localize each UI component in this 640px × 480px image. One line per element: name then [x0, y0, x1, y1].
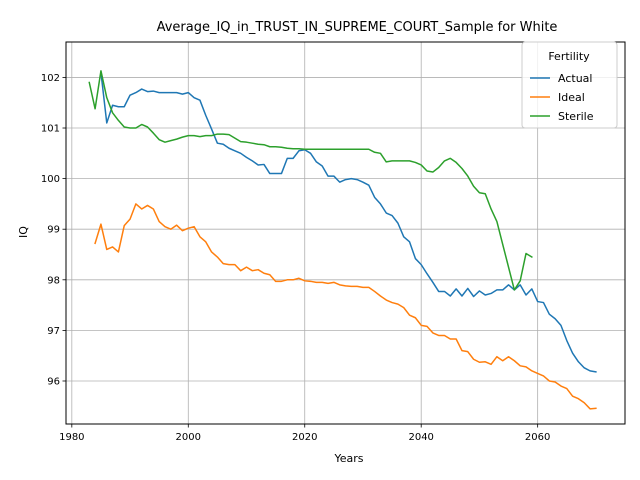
x-axis-label: Years	[333, 452, 363, 465]
x-tick-label: 1980	[59, 432, 84, 443]
x-tick-label: 2040	[408, 432, 433, 443]
y-tick-label: 102	[41, 73, 60, 84]
y-tick-label: 98	[47, 275, 60, 286]
legend-label-ideal: Ideal	[558, 91, 585, 104]
y-tick-label: 100	[41, 174, 60, 185]
series-line-sterile	[88, 70, 533, 291]
legend: Fertility Actual Ideal Sterile	[521, 41, 618, 129]
x-tick-label: 2060	[525, 432, 550, 443]
x-tick-label: 2000	[176, 432, 201, 443]
chart-title: Average_IQ_in_TRUST_IN_SUPREME_COURT_Sam…	[157, 20, 558, 35]
legend-label-sterile: Sterile	[558, 110, 594, 123]
y-tick-label: 96	[47, 376, 60, 387]
y-tick-label: 97	[47, 326, 60, 337]
legend-box	[521, 41, 618, 129]
axis-ticks: 1980 2000 2020 2040 2060 96 97 98 99 100 101 102	[41, 73, 550, 443]
series-lines	[88, 70, 597, 410]
legend-title: Fertility	[548, 50, 590, 63]
x-tick-label: 2020	[292, 432, 317, 443]
y-tick-label: 99	[47, 225, 60, 236]
y-tick-label: 101	[41, 124, 60, 135]
series-line-ideal	[94, 203, 597, 410]
y-axis-label: IQ	[17, 226, 30, 238]
plot-frame	[65, 41, 626, 425]
legend-label-actual: Actual	[558, 72, 592, 85]
